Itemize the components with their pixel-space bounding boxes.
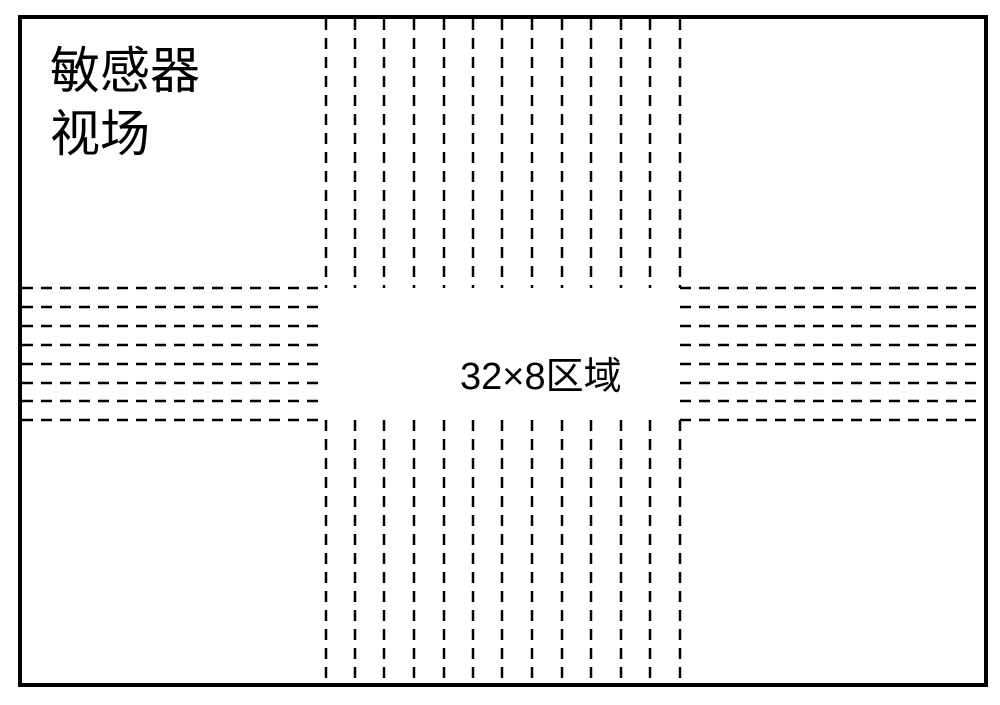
dashed-grid bbox=[0, 0, 1000, 705]
